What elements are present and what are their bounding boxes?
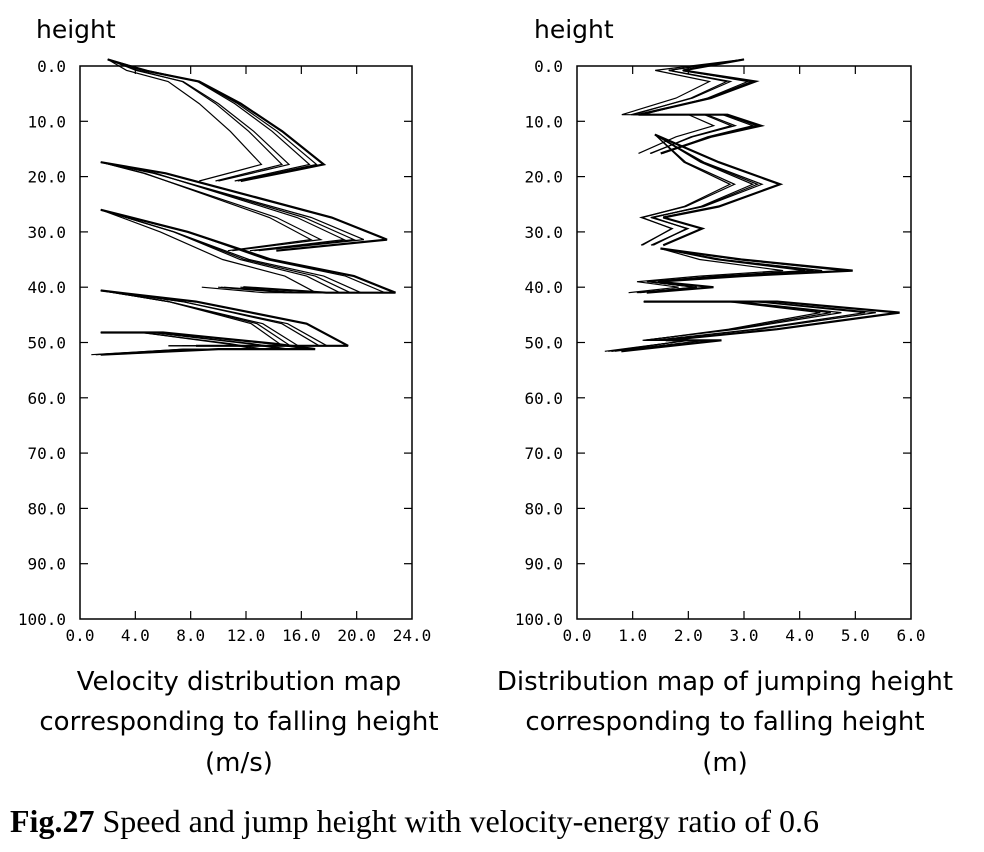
velocity-x-tick-label: 20.0 <box>337 626 376 645</box>
jump-y-ticks: 0.0 10.0 20.0 30.0 40.0 50.0 60.0 70.0 80.0 90.0 1… <box>515 57 911 629</box>
velocity-series-line <box>100 209 341 294</box>
velocity-x-tick-label: 16.0 <box>282 626 321 645</box>
velocity-x-tick-label: 0.0 <box>66 626 95 645</box>
velocity-y-tick-label: 70.0 <box>27 444 66 463</box>
velocity-y-tick-label: 0.0 <box>37 57 66 76</box>
velocity-series-line <box>100 209 317 294</box>
jump-plot-frame <box>576 65 912 620</box>
jump-y-tick-label: 20.0 <box>524 168 563 187</box>
velocity-series-line <box>100 161 388 252</box>
velocity-series-line <box>107 58 284 182</box>
velocity-y-axis-label: height <box>36 15 116 44</box>
jump-y-tick-label: 60.0 <box>524 389 563 408</box>
velocity-x-tick-label: 8.0 <box>176 626 205 645</box>
jump-series-line <box>648 247 845 294</box>
velocity-y-tick-label: 60.0 <box>27 389 66 408</box>
jump-series-line <box>651 134 755 246</box>
jump-xlabel-line-1: Distribution map of jumping height <box>497 667 953 697</box>
jump-y-tick-label: 100.0 <box>515 610 563 629</box>
jump-height-chart: height 0.0 10.0 20.0 30.0 40.0 50.0 60.0 70.0 80… <box>497 15 953 778</box>
velocity-y-tick-label: 90.0 <box>27 555 66 574</box>
velocity-series-line <box>100 161 365 252</box>
velocity-x-tick-label: 4.0 <box>121 626 150 645</box>
velocity-y-tick-label: 20.0 <box>27 168 66 187</box>
velocity-series <box>91 58 396 356</box>
velocity-series-line <box>100 161 347 252</box>
velocity-y-tick-label: 100.0 <box>18 610 66 629</box>
velocity-series-line <box>100 161 313 252</box>
jump-y-tick-label: 90.0 <box>524 555 563 574</box>
jump-y-axis-label: height <box>534 15 614 44</box>
jump-x-tick-label: 0.0 <box>563 626 592 645</box>
jump-y-tick-label: 30.0 <box>524 223 563 242</box>
velocity-y-tick-label: 80.0 <box>27 499 66 518</box>
velocity-chart: height 0.0 10.0 20.0 30.0 40.0 50.0 60.0 70.0 80… <box>18 15 439 778</box>
jump-xlabel-line-2: corresponding to falling height <box>525 707 924 737</box>
velocity-series-line <box>100 289 285 347</box>
jump-x-tick-label: 2.0 <box>674 626 703 645</box>
jump-series-line <box>604 301 842 352</box>
velocity-series-line <box>107 58 327 183</box>
jump-series <box>604 58 900 353</box>
jump-xlabel-line-3: (m) <box>702 748 748 778</box>
velocity-series-line <box>95 331 257 356</box>
jump-x-ticks: 0.0 1.0 2.0 3.0 4.0 5.0 6.0 <box>563 66 926 645</box>
jump-y-tick-label: 80.0 <box>524 499 563 518</box>
jump-series-line <box>621 300 900 353</box>
velocity-xlabel-line-1: Velocity distribution map <box>77 667 401 697</box>
velocity-series-line <box>107 58 311 182</box>
velocity-xlabel-line-3: (m/s) <box>205 748 273 778</box>
jump-series-line <box>611 301 821 352</box>
jump-x-tick-label: 1.0 <box>618 626 647 645</box>
velocity-series-line <box>100 208 396 294</box>
jump-y-tick-label: 0.0 <box>534 57 563 76</box>
jump-series-line <box>628 247 784 294</box>
jump-x-tick-label: 4.0 <box>785 626 814 645</box>
jump-x-tick-label: 5.0 <box>841 626 870 645</box>
velocity-xlabel-line-2: corresponding to falling height <box>39 707 438 737</box>
velocity-y-ticks: 0.0 10.0 20.0 30.0 40.0 50.0 60.0 70.0 80.0 90.0 1… <box>18 57 412 629</box>
velocity-series-line <box>107 58 263 182</box>
velocity-y-tick-label: 10.0 <box>27 112 66 131</box>
jump-y-tick-label: 70.0 <box>524 444 563 463</box>
jump-y-tick-label: 10.0 <box>524 112 563 131</box>
velocity-x-ticks: 0.0 4.0 8.0 12.0 16.0 20.0 24.0 <box>66 66 432 645</box>
figure-number: Fig.27 <box>10 803 94 839</box>
velocity-y-tick-label: 30.0 <box>27 223 66 242</box>
figure-title: Speed and jump height with velocity-ener… <box>102 803 819 839</box>
jump-series-line <box>638 247 814 294</box>
jump-series-line <box>614 301 866 352</box>
jump-series-line <box>640 247 806 294</box>
jump-x-tick-label: 6.0 <box>897 626 926 645</box>
jump-series-line <box>640 134 732 246</box>
velocity-series-line <box>107 58 318 182</box>
jump-series-line <box>636 247 823 294</box>
velocity-x-tick-label: 12.0 <box>227 626 266 645</box>
jump-series-line <box>654 133 784 247</box>
jump-y-tick-label: 40.0 <box>524 278 563 297</box>
velocity-y-tick-label: 50.0 <box>27 334 66 353</box>
figure-caption: Fig.27 Speed and jump height with velocit… <box>10 803 819 839</box>
jump-y-tick-label: 50.0 <box>524 334 563 353</box>
jump-x-tick-label: 3.0 <box>730 626 759 645</box>
velocity-y-tick-label: 40.0 <box>27 278 66 297</box>
velocity-x-tick-label: 24.0 <box>393 626 432 645</box>
jump-series-line <box>621 58 745 154</box>
